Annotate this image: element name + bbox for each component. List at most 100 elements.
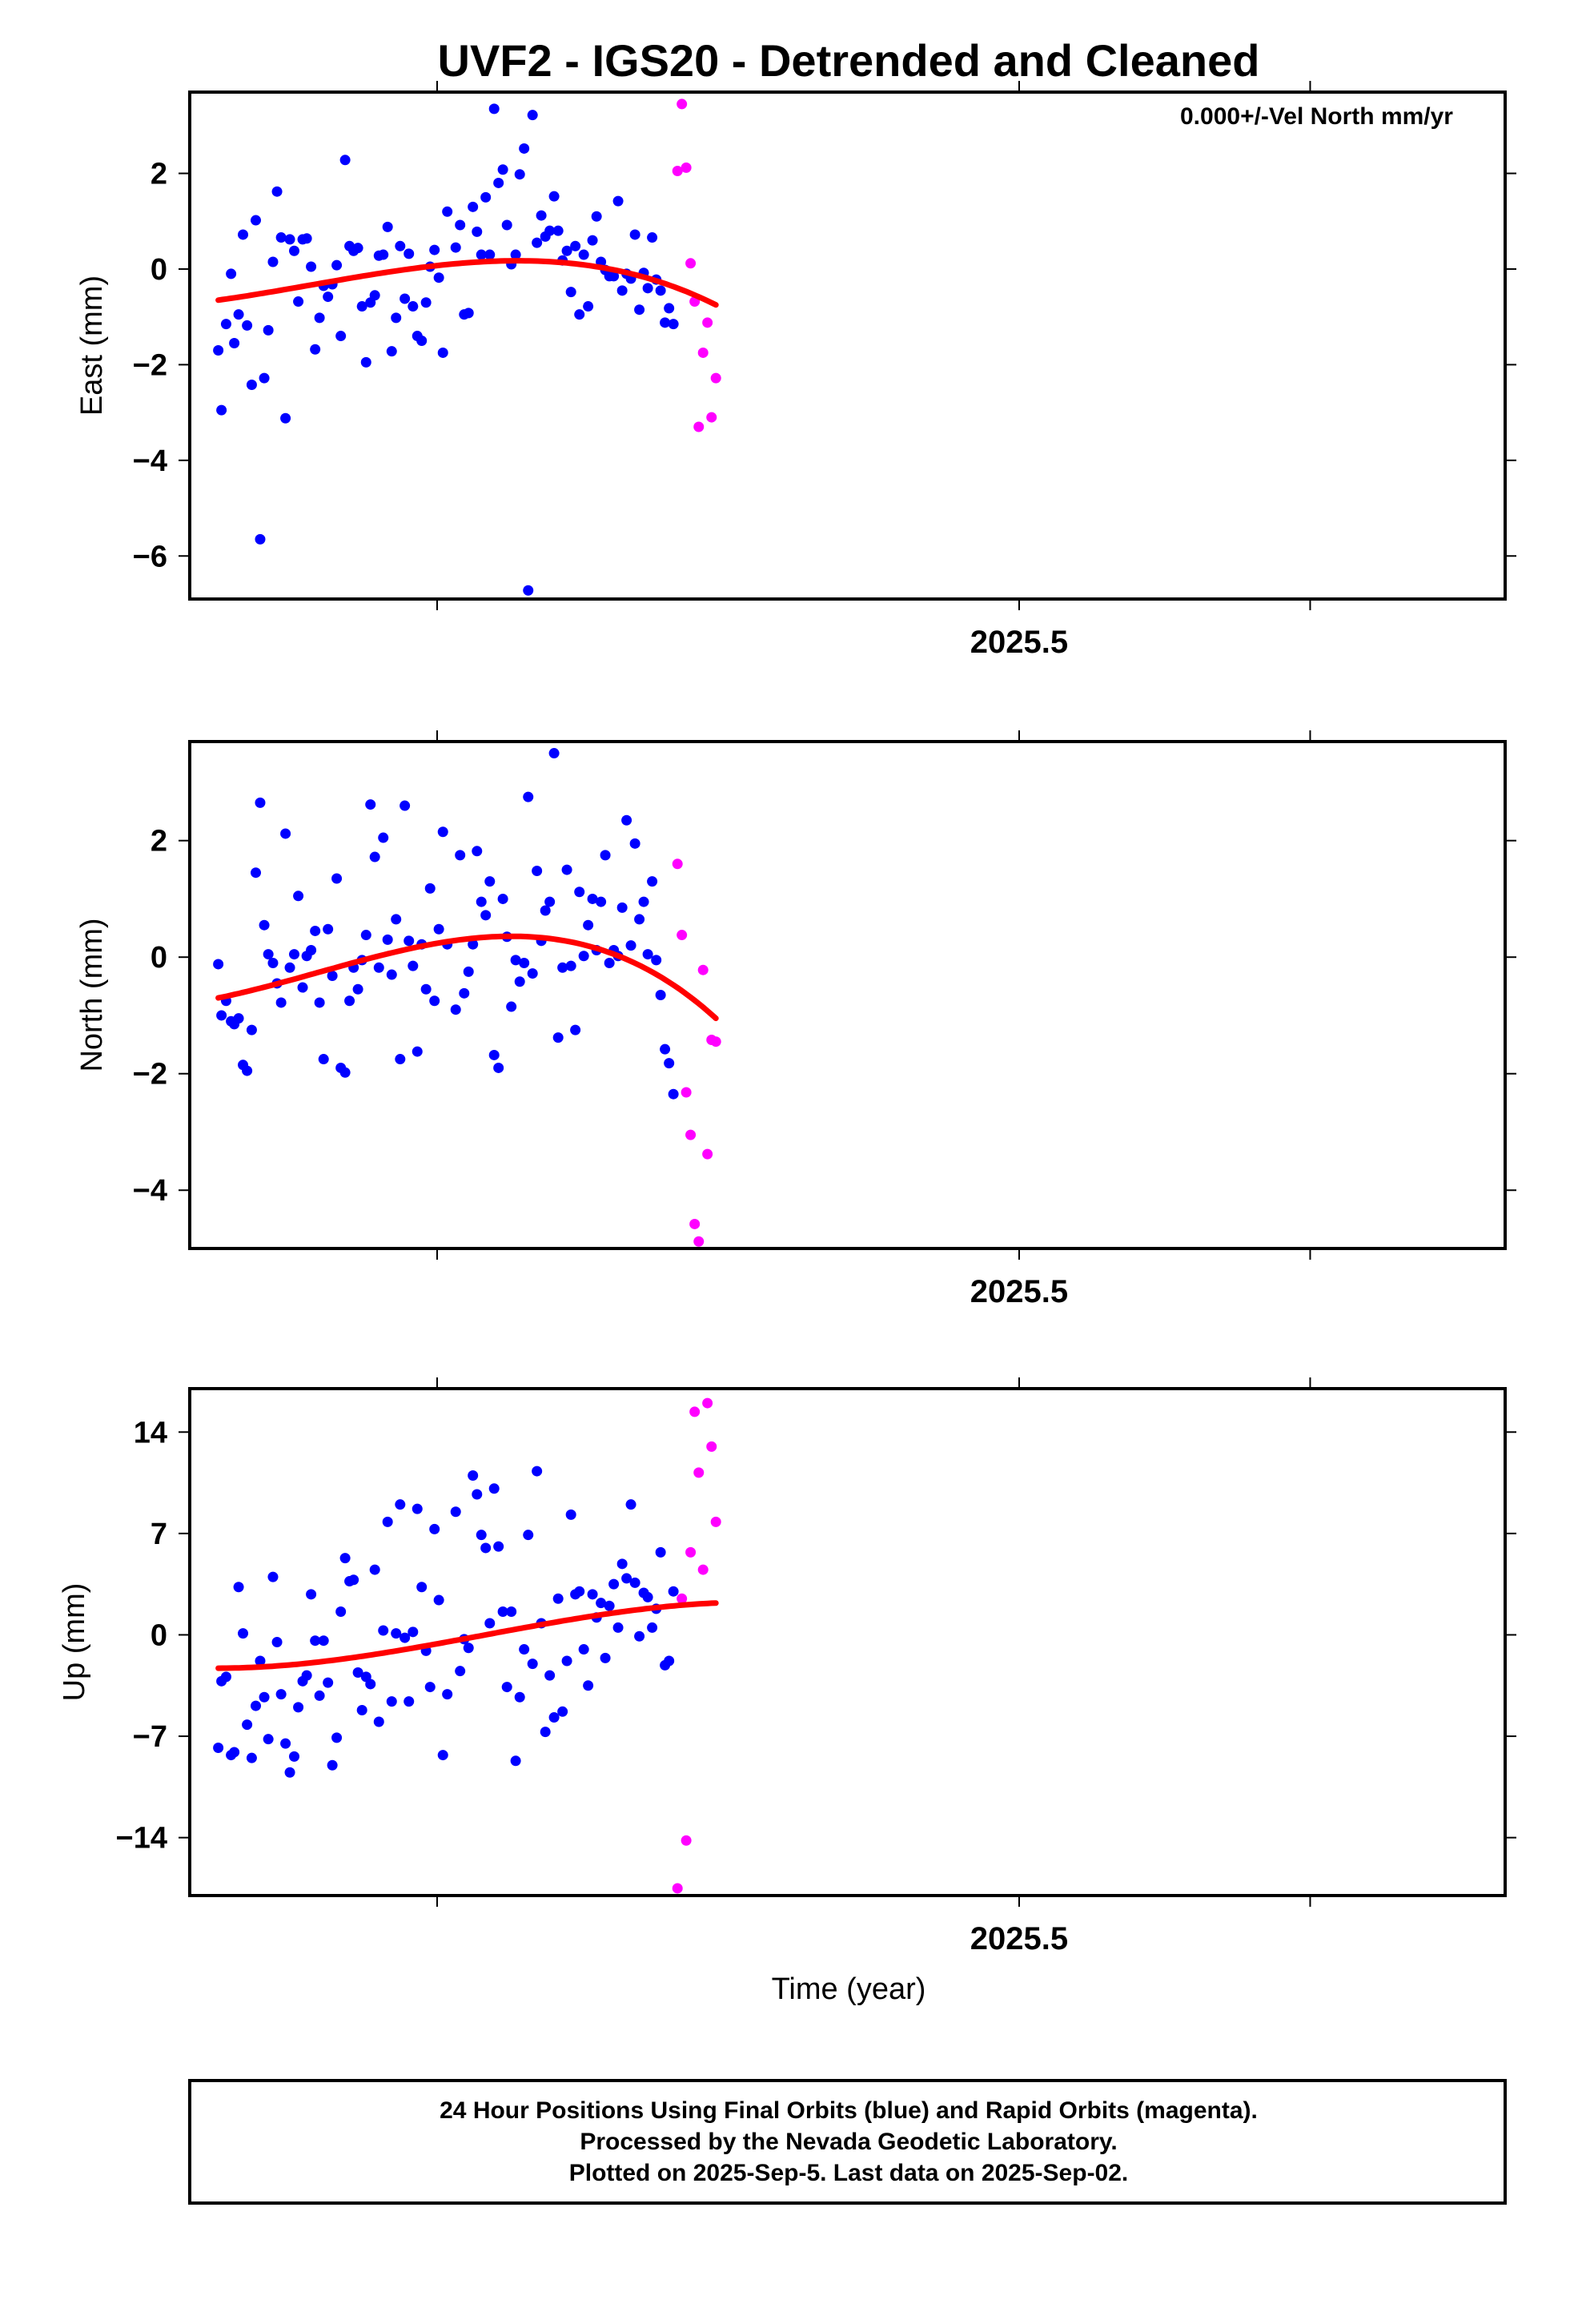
final-orbit-point: [306, 1589, 317, 1600]
final-orbit-point: [293, 1702, 304, 1713]
final-orbit-point: [450, 1506, 461, 1518]
final-orbit-point: [552, 1593, 564, 1604]
final-orbit-point: [625, 1499, 636, 1510]
final-orbit-point: [574, 1586, 585, 1597]
final-orbit-point: [480, 1542, 492, 1554]
final-orbit-point: [484, 249, 496, 260]
final-orbit-point: [647, 232, 658, 243]
final-orbit-point: [404, 1696, 415, 1707]
final-orbit-point: [519, 143, 530, 154]
final-orbit-point: [616, 1558, 628, 1570]
final-orbit-point: [360, 930, 371, 941]
final-orbit-point: [450, 242, 461, 253]
final-orbit-point: [544, 225, 556, 236]
rapid-orbit-point: [685, 1546, 697, 1558]
final-orbit-point: [583, 919, 594, 931]
final-orbit-point: [400, 800, 411, 811]
rapid-orbit-point: [672, 1883, 683, 1894]
final-orbit-point: [360, 356, 371, 368]
final-orbit-point: [523, 1530, 534, 1541]
x-tick-label: 2025.5: [970, 625, 1068, 660]
final-orbit-point: [284, 962, 295, 973]
final-orbit-point: [331, 259, 343, 271]
rapid-orbit-point: [706, 1441, 717, 1452]
final-orbit-point: [664, 1058, 675, 1069]
final-orbit-point: [323, 923, 334, 935]
final-orbit-point: [420, 983, 432, 995]
final-orbit-point: [642, 283, 653, 294]
final-orbit-point: [634, 914, 645, 925]
y-tick-label: 14: [134, 1416, 167, 1449]
final-orbit-point: [373, 1716, 384, 1727]
final-orbit-point: [255, 1655, 266, 1667]
fit-curve: [215, 1600, 719, 1671]
final-orbit-point: [233, 1013, 244, 1024]
final-orbit-point: [574, 309, 585, 320]
final-orbit-point: [310, 1635, 321, 1647]
final-orbit-point: [280, 828, 291, 839]
y-tick-label: 2: [151, 158, 167, 191]
final-orbit-point: [339, 1067, 351, 1078]
final-orbit-point: [544, 1670, 556, 1681]
y-tick-label: 2: [151, 825, 167, 858]
final-orbit-point: [629, 838, 640, 849]
rapid-orbit-point: [689, 1218, 701, 1229]
final-orbit-point: [540, 1727, 551, 1738]
final-orbit-point: [574, 887, 585, 898]
final-orbit-point: [408, 301, 419, 312]
final-orbit-point: [565, 1509, 576, 1520]
final-orbit-point: [532, 866, 543, 877]
rapid-orbit-point: [697, 1564, 709, 1575]
final-orbit-point: [433, 272, 444, 283]
final-orbit-point: [552, 225, 564, 236]
final-orbit-point: [251, 867, 262, 879]
final-orbit-point: [536, 210, 547, 221]
final-orbit-point: [391, 312, 402, 324]
final-orbit-point: [242, 1065, 253, 1076]
final-orbit-point: [238, 229, 249, 240]
final-orbit-point: [323, 1677, 334, 1688]
final-orbit-point: [284, 234, 295, 245]
final-orbit-point: [386, 1696, 397, 1707]
final-orbit-point: [532, 237, 543, 248]
y-axis-label: Up (mm): [58, 1583, 91, 1702]
final-orbit-point: [339, 155, 351, 166]
final-orbit-point: [668, 1586, 679, 1597]
final-orbit-point: [510, 1755, 521, 1767]
final-orbit-point: [621, 1573, 632, 1584]
final-orbit-point: [664, 1655, 675, 1667]
final-orbit-point: [382, 934, 393, 945]
final-orbit-point: [604, 957, 615, 968]
y-axis-label: North (mm): [75, 918, 109, 1072]
plot-frame: [188, 90, 1507, 601]
y-tick-label: −6: [133, 540, 167, 573]
y-tick-label: 7: [151, 1518, 167, 1551]
final-orbit-point: [327, 1759, 338, 1771]
final-orbit-point: [472, 846, 483, 857]
final-orbit-point: [484, 1618, 496, 1629]
final-orbit-point: [616, 902, 628, 913]
final-orbit-point: [339, 1553, 351, 1564]
final-orbit-point: [391, 1628, 402, 1639]
rapid-orbit-point: [672, 858, 683, 870]
final-orbit-point: [404, 248, 415, 259]
y-tick-label: 0: [151, 941, 167, 975]
plot-area: [213, 99, 721, 596]
final-orbit-point: [660, 317, 671, 328]
final-orbit-point: [275, 997, 287, 1008]
final-orbit-point: [455, 1666, 466, 1677]
rapid-orbit-point: [677, 99, 688, 110]
y-tick-label: −4: [133, 444, 167, 478]
final-orbit-point: [472, 1489, 483, 1500]
final-orbit-point: [548, 191, 560, 202]
final-orbit-point: [442, 206, 453, 217]
plot-frame: [188, 740, 1507, 1250]
final-orbit-point: [596, 1598, 607, 1609]
final-orbit-point: [408, 960, 419, 971]
final-orbit-point: [557, 1706, 568, 1717]
final-orbit-point: [493, 1541, 504, 1552]
up-panel: 14 7 0 −7 −14 2025.5 Up (mm): [58, 1377, 1516, 1956]
footer-line-2: Processed by the Nevada Geodetic Laborat…: [580, 2129, 1117, 2155]
final-orbit-point: [488, 1483, 500, 1494]
